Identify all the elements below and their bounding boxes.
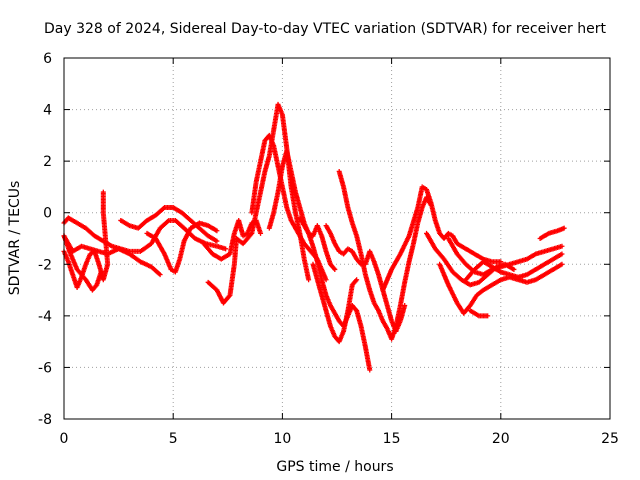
data-point bbox=[354, 277, 360, 283]
series-track-5 bbox=[118, 205, 220, 244]
series-track-21 bbox=[537, 225, 567, 241]
y-tick-label: 4 bbox=[43, 103, 52, 119]
series-track-10 bbox=[266, 148, 338, 272]
x-tick-label: 20 bbox=[492, 431, 510, 447]
data-point bbox=[306, 277, 312, 283]
data-point bbox=[559, 243, 565, 249]
data-point bbox=[214, 228, 220, 234]
data-layer bbox=[61, 101, 567, 373]
data-point bbox=[258, 230, 264, 236]
data-point bbox=[157, 272, 163, 278]
data-point bbox=[402, 303, 408, 309]
series-track-14 bbox=[336, 168, 434, 342]
data-point bbox=[559, 261, 565, 267]
data-point bbox=[485, 313, 491, 319]
y-tick-label: -6 bbox=[38, 360, 52, 376]
series-track-15 bbox=[380, 184, 504, 293]
y-axis-title: SDTVAR / TECUs bbox=[7, 181, 23, 296]
x-tick-label: 10 bbox=[273, 431, 291, 447]
y-tick-label: 0 bbox=[43, 206, 52, 222]
y-tick-label: 2 bbox=[43, 154, 52, 170]
series-track-17 bbox=[437, 261, 565, 316]
data-point bbox=[511, 266, 517, 272]
y-tick-label: -2 bbox=[38, 257, 52, 273]
y-tick-label: -8 bbox=[38, 412, 52, 428]
series-track-2 bbox=[61, 189, 111, 290]
axes: 0 5 10 15 20 25 -8 -6 -4 -2 0 2 4 6 bbox=[38, 51, 619, 447]
series-track-8 bbox=[205, 101, 312, 306]
series-track-20 bbox=[467, 308, 491, 319]
series-track-11 bbox=[297, 215, 373, 373]
plot-frame bbox=[63, 57, 611, 420]
series-track-9 bbox=[249, 132, 329, 283]
series-track-6 bbox=[144, 220, 220, 275]
data-point bbox=[223, 246, 229, 252]
x-tick-label: 25 bbox=[601, 431, 619, 447]
series-track-19 bbox=[463, 251, 565, 283]
data-point bbox=[98, 269, 104, 275]
data-point bbox=[323, 277, 329, 283]
data-point bbox=[559, 251, 565, 257]
data-point bbox=[214, 238, 220, 244]
data-point bbox=[561, 225, 567, 231]
y-tick-label: 6 bbox=[43, 51, 52, 67]
data-point bbox=[367, 367, 373, 373]
series-track-4 bbox=[61, 233, 104, 293]
x-tick-label: 5 bbox=[169, 431, 178, 447]
data-point bbox=[332, 266, 338, 272]
x-tick-label: 15 bbox=[383, 431, 401, 447]
data-point bbox=[100, 189, 106, 195]
chart-title: Day 328 of 2024, Sidereal Day-to-day VTE… bbox=[44, 21, 606, 37]
y-tick-label: -4 bbox=[38, 309, 52, 325]
x-axis-title: GPS time / hours bbox=[276, 459, 393, 475]
series-track-12 bbox=[310, 261, 360, 345]
x-tick-label: 0 bbox=[60, 431, 69, 447]
